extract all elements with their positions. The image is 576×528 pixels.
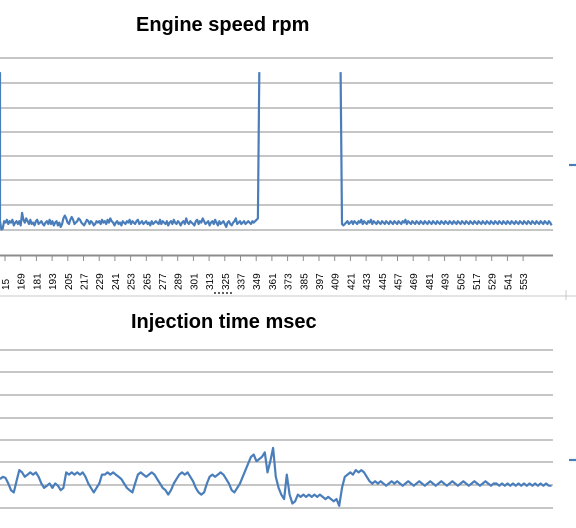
x-tick-label-25: 457 (394, 273, 405, 290)
resize-handle-dot-4 (230, 292, 232, 294)
x-tick-label-23: 433 (362, 273, 373, 290)
x-tick-label-0: 15 (1, 278, 12, 290)
x-tick-label-3: 193 (48, 273, 59, 290)
x-tick-label-8: 253 (127, 273, 138, 290)
x-tick-label-6: 229 (95, 273, 106, 290)
x-tick-label-5: 217 (80, 273, 91, 290)
x-tick-label-28: 493 (441, 273, 452, 290)
chart-title-engine-speed: Engine speed rpm (136, 14, 310, 36)
x-tick-label-17: 361 (268, 273, 279, 290)
x-tick-label-31: 529 (488, 273, 499, 290)
x-tick-label-30: 517 (472, 273, 483, 290)
x-tick-label-29: 505 (456, 273, 467, 290)
resize-handle-dot-2 (222, 292, 224, 294)
x-tick-label-13: 313 (205, 273, 216, 290)
x-tick-label-12: 301 (189, 273, 200, 290)
x-tick-label-4: 205 (64, 273, 75, 290)
x-tick-label-9: 265 (142, 273, 153, 290)
x-tick-label-22: 421 (346, 273, 357, 290)
x-tick-label-18: 373 (284, 273, 295, 290)
x-tick-label-27: 481 (425, 273, 436, 290)
engine-speed-series-0 (0, 72, 553, 231)
resize-handle-dot-3 (226, 292, 228, 294)
x-tick-label-1: 169 (17, 273, 28, 290)
x-tick-label-10: 277 (158, 273, 169, 290)
x-tick-label-33: 553 (519, 273, 530, 290)
x-tick-label-16: 349 (252, 273, 263, 290)
x-tick-label-24: 445 (378, 273, 389, 290)
x-tick-label-21: 409 (331, 273, 342, 290)
x-tick-label-32: 541 (503, 273, 514, 290)
chart-title-injection-time: Injection time msec (131, 311, 317, 333)
x-tick-label-19: 385 (299, 273, 310, 290)
x-tick-label-20: 397 (315, 273, 326, 290)
resize-handle-dot-0 (214, 292, 216, 294)
x-tick-label-26: 469 (409, 273, 420, 290)
injection-time-series-0 (0, 446, 552, 507)
x-tick-label-15: 337 (237, 273, 248, 290)
x-tick-label-7: 241 (111, 273, 122, 290)
x-tick-label-14: 325 (221, 273, 232, 290)
x-tick-label-11: 289 (174, 273, 185, 290)
x-tick-label-2: 181 (32, 273, 43, 290)
resize-handle-dot-1 (218, 292, 220, 294)
